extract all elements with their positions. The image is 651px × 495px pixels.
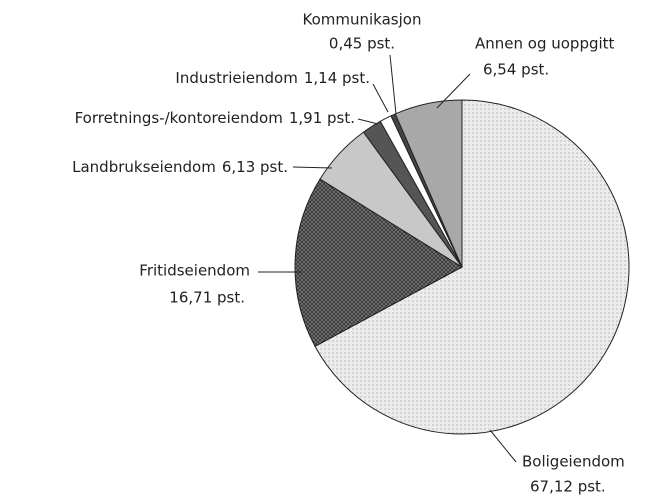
slice-label: Kommunikasjon xyxy=(303,11,422,29)
leader-line xyxy=(489,429,517,463)
slice-label-group: Industrieiendom 1,14 pst. xyxy=(175,69,370,87)
slice-label-group: Landbrukseiendom 6,13 pst. xyxy=(72,158,288,176)
slice-label: Forretnings-/kontoreiendom xyxy=(75,109,283,127)
slice-value-label: 6,54 pst. xyxy=(483,61,549,79)
pie-slice xyxy=(294,178,463,348)
leader-line xyxy=(357,118,379,125)
slice-label: Boligeiendom xyxy=(522,453,625,471)
leader-line xyxy=(292,166,333,169)
slice-value-label: 1,14 pst. xyxy=(304,69,370,87)
slice-value-label: 16,71 pst. xyxy=(169,289,245,307)
leader-line xyxy=(389,54,397,115)
pie-slice xyxy=(394,99,463,268)
slice-label: Industrieiendom xyxy=(175,69,297,87)
slice-value-label: 67,12 pst. xyxy=(530,478,606,495)
slice-label-group: Forretnings-/kontoreiendom 1,91 pst. xyxy=(75,109,355,127)
slice-label: Annen og uoppgitt xyxy=(475,35,615,53)
leader-line xyxy=(372,83,389,113)
slice-value-label: 0,45 pst. xyxy=(329,35,395,53)
slice-value-label: 6,13 pst. xyxy=(222,158,288,176)
slice-label: Fritidseiendom xyxy=(139,262,250,280)
slice-value-label: 1,91 pst. xyxy=(289,109,355,127)
leader-line xyxy=(436,73,471,109)
pie-slice xyxy=(314,99,630,435)
slice-label: Landbrukseiendom xyxy=(72,158,216,176)
